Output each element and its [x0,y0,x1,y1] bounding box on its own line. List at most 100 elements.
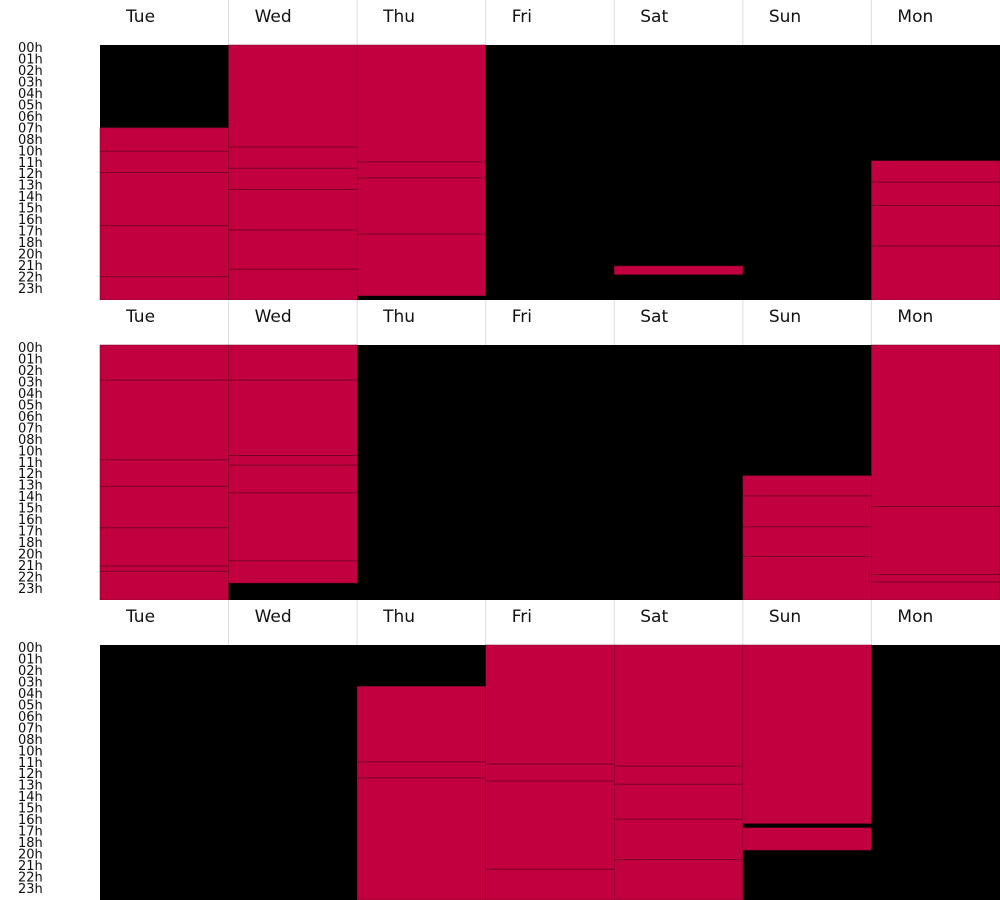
day-label-sun: Sun [769,7,801,27]
inactive-block-tue [100,45,230,128]
day-label-sat: Sat [640,307,668,327]
hour-label-06h: 06h [18,410,43,425]
hour-label-06h: 06h [18,710,43,725]
hour-label-13h: 13h [18,479,43,494]
active-block-mon[interactable] [871,344,1000,601]
hour-label-20h: 20h [18,548,43,563]
day-label-sat: Sat [640,607,668,627]
active-block-sat[interactable] [614,644,744,900]
inactive-block-thu [357,645,487,687]
inactive-block-sat [614,345,744,600]
hour-label-23h: 23h [18,282,43,297]
inactive-block-mon [871,645,1000,900]
active-block-sat[interactable] [614,265,744,275]
hour-label-02h: 02h [18,64,43,79]
hour-label-18h: 18h [18,836,43,851]
day-label-wed: Wed [255,307,292,327]
day-label-fri: Fri [512,7,532,27]
hour-label-04h: 04h [18,387,43,402]
active-block-fri[interactable] [485,644,615,900]
day-label-mon: Mon [897,7,933,27]
active-block-sun[interactable] [742,475,872,601]
active-block-sun[interactable] [742,827,872,851]
hour-label-04h: 04h [18,87,43,102]
inactive-block-sun [742,850,872,900]
hour-label-15h: 15h [18,502,43,517]
hour-label-22h: 22h [18,871,43,886]
hour-label-02h: 02h [18,364,43,379]
inactive-block-sun [742,45,872,300]
day-label-mon: Mon [897,307,933,327]
inactive-block-thu [357,345,487,600]
inactive-block-mon [871,45,1000,161]
hour-label-07h: 07h [18,121,43,136]
hour-label-16h: 16h [18,213,43,228]
hour-label-16h: 16h [18,813,43,828]
hour-label-00h: 00h [18,641,43,656]
active-block-tue[interactable] [99,127,229,301]
hour-label-21h: 21h [18,259,43,274]
inactive-block-sun [742,823,872,828]
day-label-mon: Mon [897,607,933,627]
hour-label-01h: 01h [18,652,43,667]
hour-label-17h: 17h [18,525,43,540]
hour-label-08h: 08h [18,133,43,148]
day-label-wed: Wed [255,607,292,627]
hour-label-06h: 06h [18,110,43,125]
inactive-block-fri [485,345,615,600]
hour-label-05h: 05h [18,698,43,713]
hour-label-23h: 23h [18,882,43,897]
hour-label-22h: 22h [18,571,43,586]
hour-label-20h: 20h [18,248,43,263]
inactive-block-wed [228,645,358,900]
hour-label-11h: 11h [18,156,43,171]
day-label-tue: Tue [125,307,155,327]
hour-label-00h: 00h [18,341,43,356]
inactive-block-sun [742,345,872,476]
day-label-wed: Wed [255,7,292,27]
day-label-thu: Thu [382,607,415,627]
hour-label-23h: 23h [18,582,43,597]
active-block-thu[interactable] [356,44,486,296]
inactive-block-sat [614,274,744,300]
hour-label-18h: 18h [18,536,43,551]
day-label-thu: Thu [382,7,415,27]
week-header-2 [0,300,1000,345]
day-label-fri: Fri [512,307,532,327]
hour-label-16h: 16h [18,513,43,528]
active-block-wed[interactable] [228,344,358,584]
hour-label-22h: 22h [18,271,43,286]
inactive-block-tue [100,645,230,900]
hour-label-21h: 21h [18,559,43,574]
hour-label-12h: 12h [18,467,43,482]
active-block-thu[interactable] [356,686,486,900]
hour-label-07h: 07h [18,721,43,736]
hour-label-04h: 04h [18,687,43,702]
hour-label-01h: 01h [18,52,43,67]
week-header-1 [0,0,1000,45]
hour-label-17h: 17h [18,825,43,840]
day-label-thu: Thu [382,307,415,327]
hour-label-05h: 05h [18,398,43,413]
hour-label-15h: 15h [18,202,43,217]
hour-label-14h: 14h [18,490,43,505]
day-label-sat: Sat [640,7,668,27]
hour-label-03h: 03h [18,675,43,690]
day-label-sun: Sun [769,607,801,627]
hour-label-10h: 10h [18,444,43,459]
hour-label-18h: 18h [18,236,43,251]
hour-label-03h: 03h [18,75,43,90]
active-block-sun[interactable] [742,644,872,824]
active-block-tue[interactable] [99,344,229,601]
hour-label-12h: 12h [18,767,43,782]
hour-label-03h: 03h [18,375,43,390]
hour-label-11h: 11h [18,756,43,771]
hour-label-14h: 14h [18,790,43,805]
hour-label-20h: 20h [18,848,43,863]
day-label-fri: Fri [512,607,532,627]
hour-label-10h: 10h [18,144,43,159]
hour-label-08h: 08h [18,733,43,748]
hour-label-11h: 11h [18,456,43,471]
hour-label-13h: 13h [18,179,43,194]
active-block-wed[interactable] [228,44,358,301]
